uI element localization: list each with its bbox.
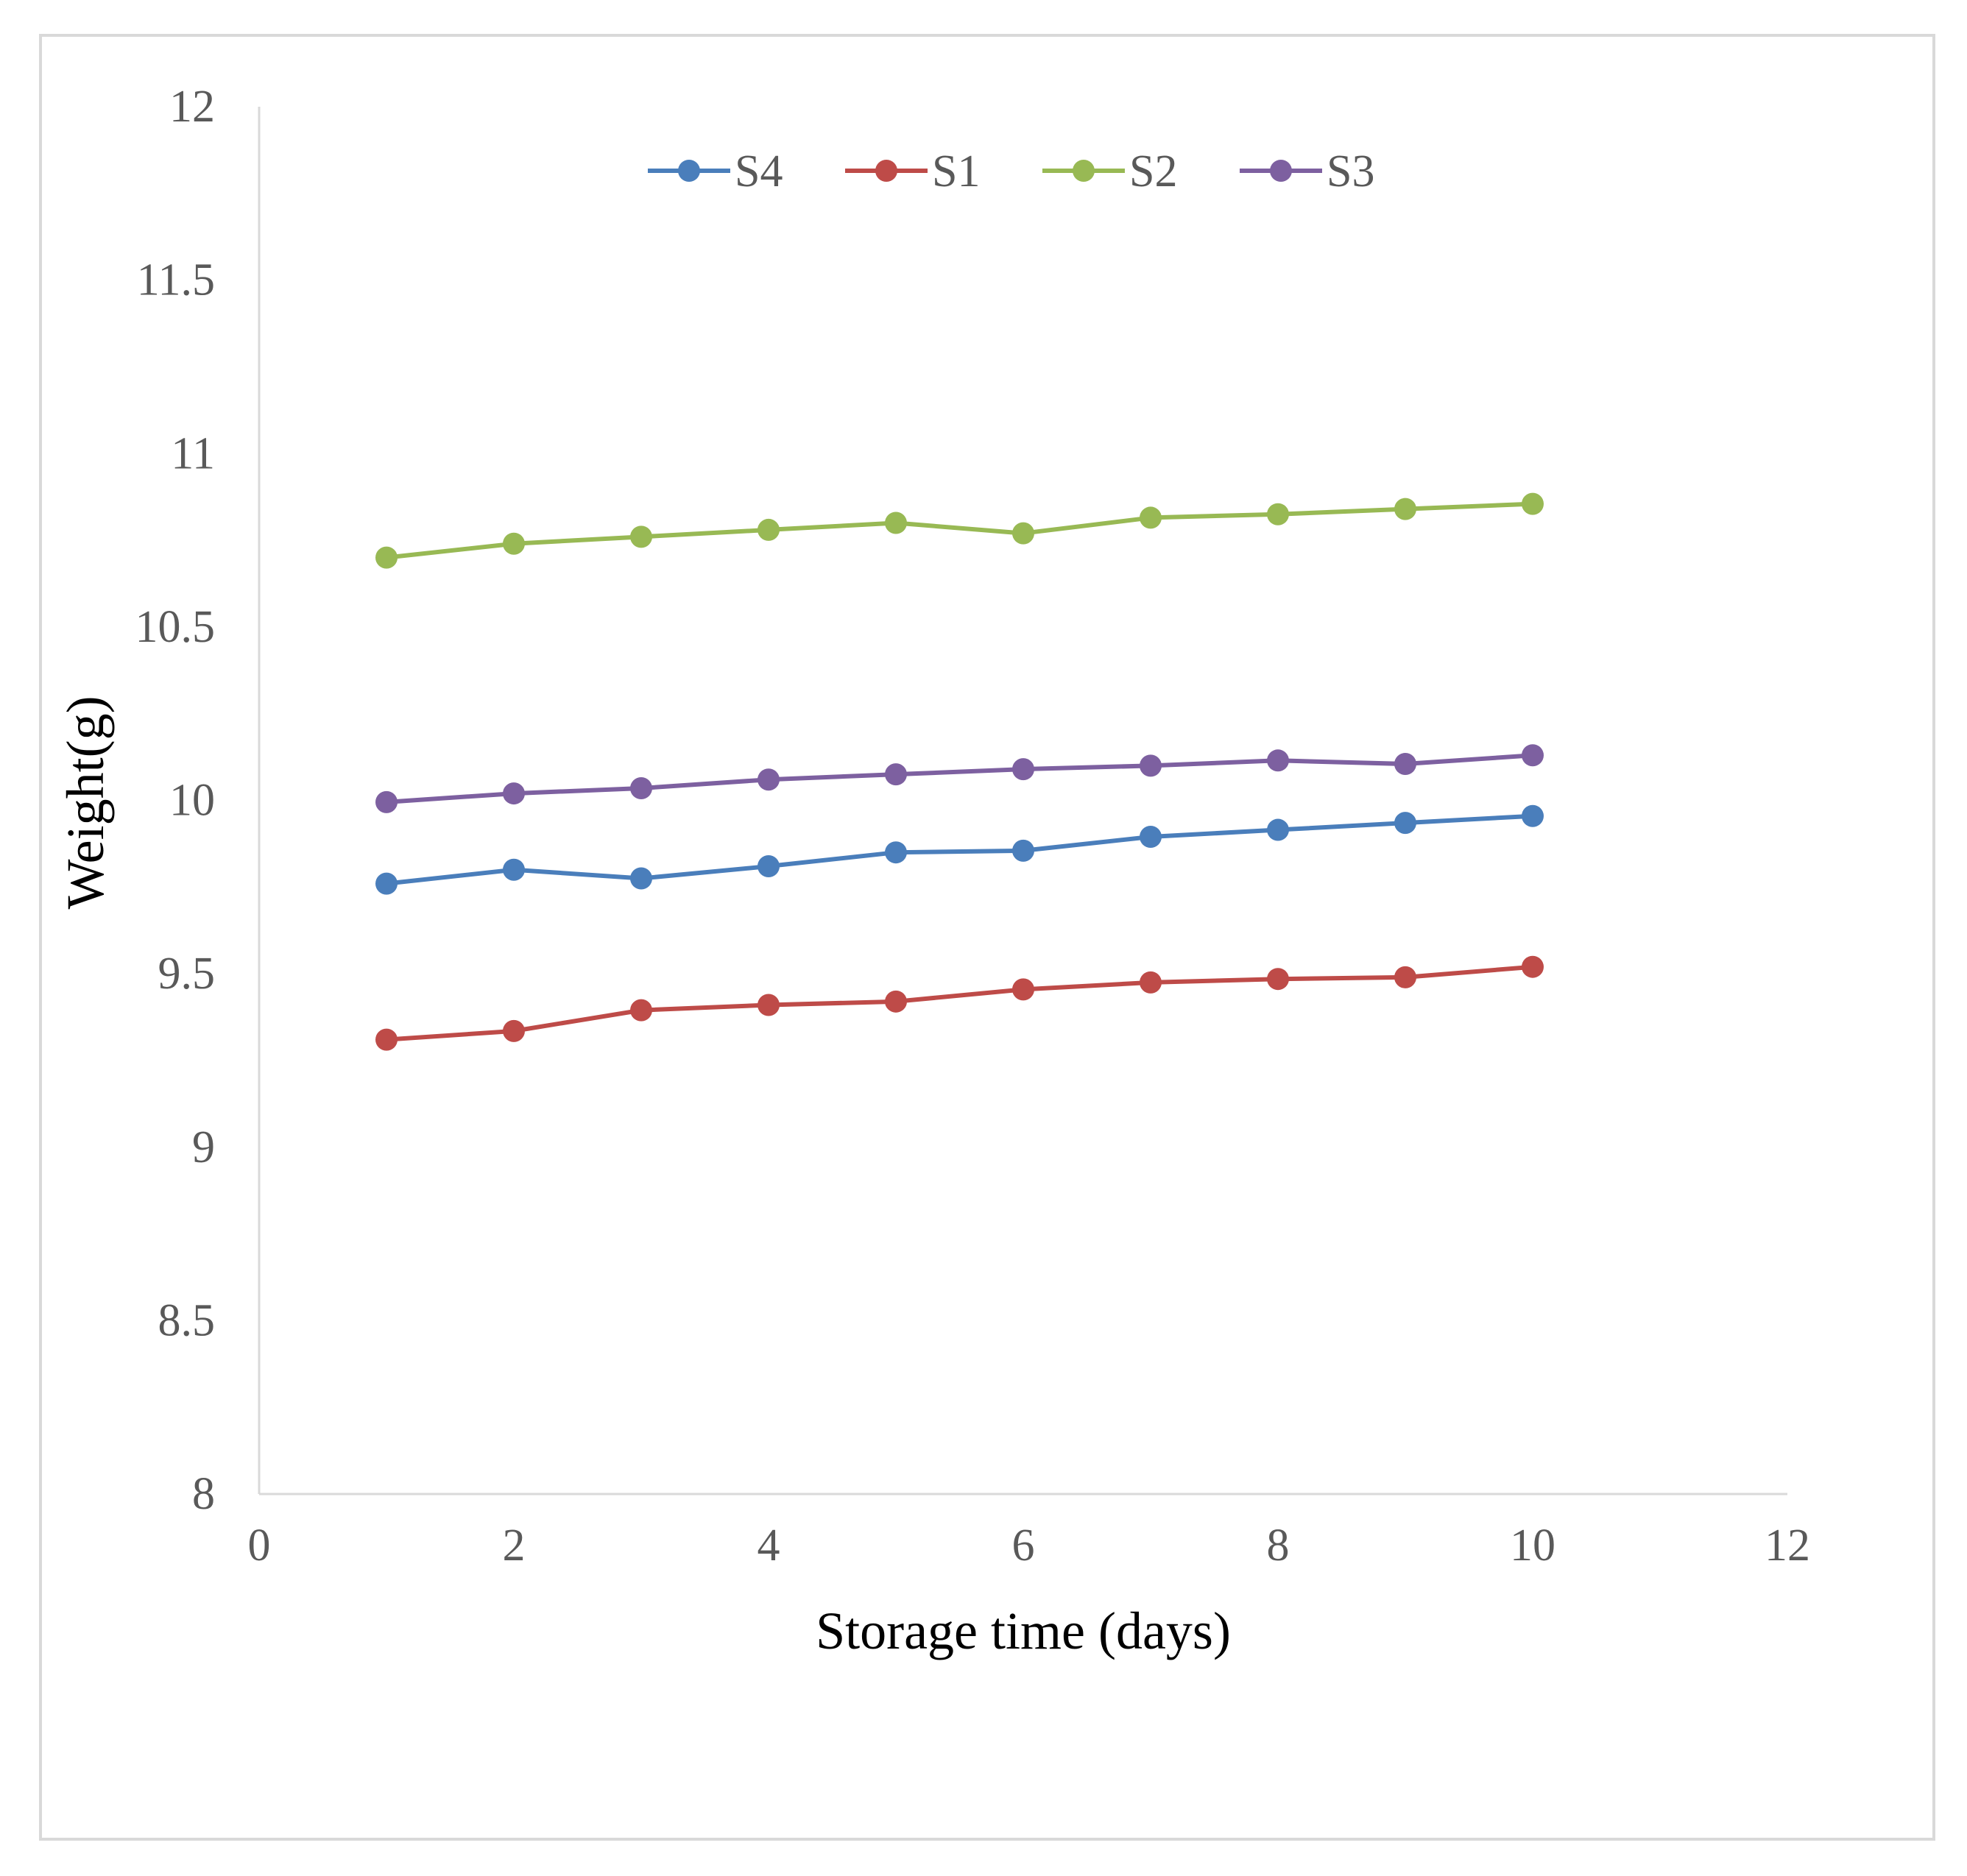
data-point-s3 xyxy=(375,790,398,813)
data-point-s1 xyxy=(1267,968,1289,991)
data-point-s2 xyxy=(758,518,780,541)
legend-swatch-marker xyxy=(678,160,700,182)
data-point-s3 xyxy=(630,777,652,800)
y-tick-label: 11.5 xyxy=(137,255,215,305)
data-point-s3 xyxy=(1522,744,1544,767)
legend-swatch-marker xyxy=(875,160,897,182)
y-tick-label: 8.5 xyxy=(158,1295,216,1345)
data-point-s3 xyxy=(1140,754,1162,777)
legend-label: S4 xyxy=(735,146,783,197)
y-tick-label: 11 xyxy=(171,428,215,478)
series-s3 xyxy=(375,744,1544,813)
y-tick-label: 9 xyxy=(192,1122,215,1172)
data-point-s1 xyxy=(503,1019,525,1042)
data-point-s2 xyxy=(375,546,398,569)
x-tick-label: 6 xyxy=(1012,1521,1035,1571)
legend-label: S2 xyxy=(1129,146,1177,197)
data-point-s2 xyxy=(1394,498,1416,520)
data-point-s3 xyxy=(1012,758,1034,781)
data-point-s1 xyxy=(630,999,652,1022)
data-point-s4 xyxy=(630,867,652,890)
legend-label: S1 xyxy=(932,146,980,197)
x-tick-label: 10 xyxy=(1510,1521,1555,1571)
data-point-s4 xyxy=(1267,818,1289,841)
data-point-s4 xyxy=(375,872,398,895)
data-point-s3 xyxy=(758,768,780,791)
data-point-s2 xyxy=(1012,522,1034,545)
series-line-s2 xyxy=(386,501,1533,560)
x-axis-title: Storage time (days) xyxy=(816,1601,1231,1660)
data-point-s2 xyxy=(885,512,907,534)
legend-item-s3: S3 xyxy=(1240,146,1374,197)
axes xyxy=(258,107,1787,1496)
legend-item-s4: S4 xyxy=(648,146,783,197)
chart-frame xyxy=(39,34,1935,1841)
y-tick-label: 12 xyxy=(169,82,215,132)
x-tick-label: 12 xyxy=(1765,1521,1810,1571)
data-point-s3 xyxy=(885,763,907,786)
data-point-s4 xyxy=(758,855,780,878)
data-point-s1 xyxy=(885,990,907,1013)
data-point-s4 xyxy=(1394,812,1416,835)
x-tick-label: 2 xyxy=(503,1521,526,1571)
data-point-s2 xyxy=(1522,492,1544,515)
y-axis-title: Weight(g) xyxy=(56,695,115,909)
legend-swatch-marker xyxy=(1270,160,1292,182)
data-point-s1 xyxy=(1140,971,1162,994)
x-tick-labels: 0 2 4 6 8 10 12 xyxy=(248,1521,1811,1571)
data-point-s3 xyxy=(1267,749,1289,772)
series-s4 xyxy=(375,804,1544,895)
series-s2 xyxy=(375,492,1544,569)
data-point-s3 xyxy=(503,782,525,805)
x-tick-label: 0 xyxy=(248,1521,271,1571)
data-point-s4 xyxy=(885,841,907,864)
x-tick-label: 8 xyxy=(1267,1521,1290,1571)
series-line-s3 xyxy=(386,753,1533,804)
data-point-s1 xyxy=(1522,955,1544,978)
y-tick-label: 9.5 xyxy=(158,949,216,999)
data-point-s4 xyxy=(503,858,525,881)
data-point-s2 xyxy=(1267,503,1289,525)
data-point-s1 xyxy=(758,994,780,1016)
legend-item-s2: S2 xyxy=(1042,146,1177,197)
series-lines xyxy=(375,492,1544,1051)
y-tick-label: 10.5 xyxy=(135,602,216,652)
legend-swatch-marker xyxy=(1073,160,1095,182)
y-tick-label: 10 xyxy=(169,776,215,826)
y-tick-labels: 8 8.5 9 9.5 10 10.5 11 11.5 12 xyxy=(135,82,216,1519)
data-point-s4 xyxy=(1522,804,1544,827)
series-line-s1 xyxy=(386,964,1533,1042)
y-tick-label: 8 xyxy=(192,1469,215,1519)
data-point-s1 xyxy=(1394,966,1416,988)
data-point-s2 xyxy=(503,532,525,555)
data-point-s1 xyxy=(375,1028,398,1051)
legend-item-s1: S1 xyxy=(845,146,980,197)
data-point-s3 xyxy=(1394,753,1416,776)
data-point-s4 xyxy=(1140,825,1162,848)
legend: S4 S1 S2 S3 xyxy=(648,146,1374,197)
series-line-s4 xyxy=(386,813,1533,886)
data-point-s4 xyxy=(1012,839,1034,862)
data-point-s1 xyxy=(1012,978,1034,1001)
x-tick-label: 4 xyxy=(758,1521,780,1571)
data-point-s2 xyxy=(630,525,652,548)
series-s1 xyxy=(375,955,1544,1051)
data-point-s2 xyxy=(1140,506,1162,529)
legend-label: S3 xyxy=(1327,146,1374,197)
